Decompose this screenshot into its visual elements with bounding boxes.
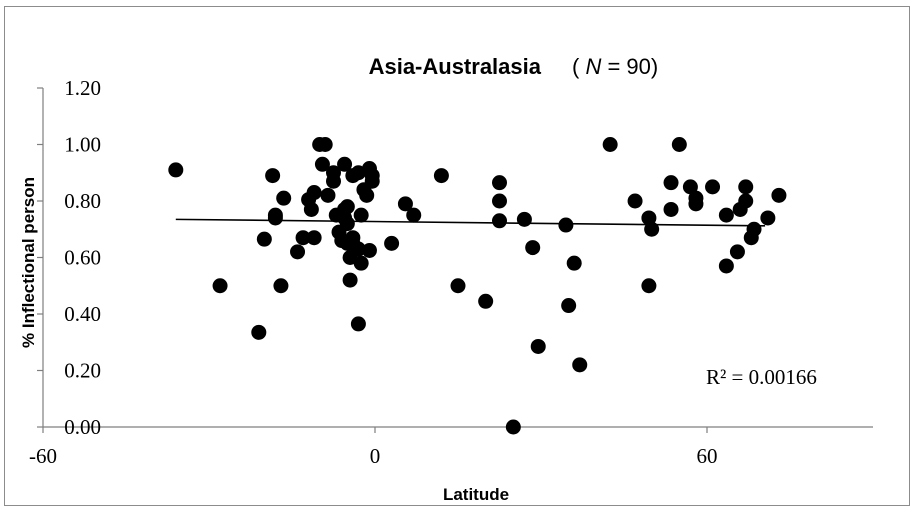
data-point [671,137,687,152]
y-tick-label: 0.20 [64,359,101,383]
axes [37,87,873,433]
x-axis-title: Latitude [443,485,509,504]
data-point [450,278,466,294]
data-point [760,210,776,226]
data-point [212,278,228,294]
data-point [306,185,322,201]
subtitle-n: N [585,54,601,79]
chart-title: Asia-Australasia [369,54,542,79]
data-point [505,419,521,435]
chart-title-group: Asia-Australasia ( N = 90) [369,54,659,79]
data-point [478,293,494,309]
data-point [682,179,698,195]
data-point [265,168,281,184]
data-point [572,357,588,373]
x-tick-label: 60 [697,444,718,468]
data-point [306,230,322,246]
data-point [641,278,657,294]
trend-line [175,218,766,227]
data-point [314,156,330,172]
y-tick-label: 0.60 [64,246,101,270]
data-point [256,231,272,247]
data-point [718,258,734,274]
data-point [738,193,754,209]
data-point [276,190,292,206]
data-point [688,196,704,212]
data-point [350,316,366,332]
data-point [359,187,375,203]
y-tick-label: 0.40 [64,302,101,326]
y-axis-title: % Inflectional person [19,177,38,348]
data-point [492,213,507,229]
data-point [530,338,546,354]
data-point [361,242,377,258]
data-point [303,201,319,217]
data-point [718,207,734,223]
data-point [295,230,311,246]
data-point [317,137,333,152]
subtitle-suffix: = 90) [601,54,658,79]
data-point [273,278,289,294]
data-point [406,207,422,223]
data-point [326,173,341,189]
data-point [320,187,336,203]
data-point [516,211,532,227]
data-point [353,207,369,223]
data-point [339,199,355,215]
r-squared-annotation: R² = 0.00166 [706,365,817,389]
data-points [168,137,787,435]
data-point [353,255,369,271]
chart-frame [4,6,910,506]
data-point [492,193,507,209]
subtitle-prefix: ( [572,54,585,79]
data-point [337,156,353,172]
data-point [290,244,306,260]
data-point [729,244,745,260]
x-tick-label: 0 [370,444,381,468]
data-point [566,255,582,271]
data-point [433,168,449,184]
y-tick-label: 0.00 [64,415,101,439]
y-tick-labels: 0.00 0.20 0.40 0.60 0.80 1.00 1.20 [64,76,101,439]
data-point [663,201,679,217]
data-point [492,175,507,191]
x-tick-label: -60 [29,444,57,468]
data-point [267,210,283,226]
data-point [771,187,787,203]
chart-subtitle: ( N = 90) [572,54,658,79]
x-tick-labels: -60 0 60 [29,444,718,468]
data-point [168,162,184,178]
data-point [663,175,679,191]
data-point [641,210,657,226]
data-point [627,193,643,209]
data-point [558,217,574,233]
data-point [746,221,762,237]
data-point [525,240,541,256]
data-point [342,272,358,288]
y-tick-label: 1.00 [64,133,101,157]
data-point [644,221,660,237]
y-tick-label: 1.20 [64,76,101,100]
data-point [705,179,721,195]
data-point [738,179,754,195]
data-point [384,235,400,251]
data-point [561,298,577,314]
data-point [397,196,413,212]
data-point [251,324,267,340]
data-point [364,173,380,189]
data-point [350,241,366,257]
y-tick-label: 0.80 [64,189,101,213]
data-point [339,216,355,232]
data-point [602,137,618,152]
